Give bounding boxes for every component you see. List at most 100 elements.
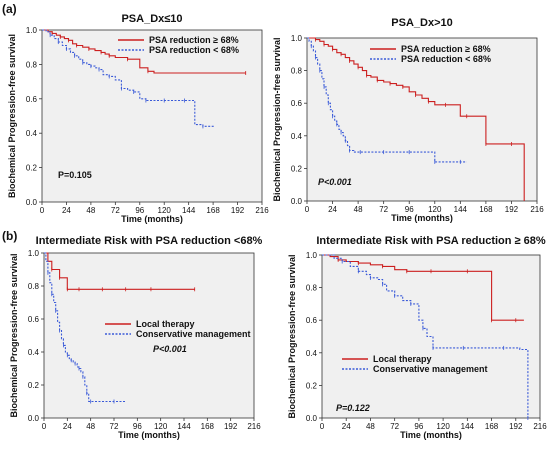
y-tick-label: 0.0 <box>291 197 303 206</box>
x-tick-label: 120 <box>428 205 442 214</box>
y-tick-label: 0.4 <box>306 349 318 358</box>
legend-label-1: PSA reduction ≥ 68% <box>149 35 239 45</box>
y-tick-label: 0.6 <box>306 316 318 325</box>
x-tick-label: 192 <box>509 422 523 431</box>
chart-1: PSA_Dx≤10 0 24 48 72 96 120 144 168 192 216 0.0 0.2 0… <box>7 13 269 224</box>
x-tick-label: 120 <box>154 422 168 431</box>
y-tick-label: 1.0 <box>26 26 38 35</box>
x-tick-label: 0 <box>305 205 310 214</box>
legend-label-1: Local therapy <box>136 319 195 329</box>
x-tick-label: 96 <box>405 205 414 214</box>
legend-label-1: Local therapy <box>373 354 432 364</box>
x-tick-label: 216 <box>247 422 261 431</box>
x-axis-label: Time (months) <box>118 430 180 440</box>
x-tick-label: 24 <box>62 206 71 215</box>
series-line-2 <box>42 29 216 127</box>
x-tick-label: 144 <box>177 422 191 431</box>
x-tick-label: 168 <box>479 205 493 214</box>
p-value-annotation: P=0.122 <box>336 403 370 413</box>
x-tick-label: 144 <box>182 206 196 215</box>
x-tick-label: 96 <box>133 422 142 431</box>
p-value-annotation: P=0.105 <box>58 170 92 180</box>
y-tick-label: 0.8 <box>28 282 40 291</box>
y-tick-label: 0.6 <box>291 99 303 108</box>
x-tick-label: 24 <box>328 205 337 214</box>
x-tick-label: 0 <box>42 422 47 431</box>
y-tick-label: 0.8 <box>26 60 38 69</box>
x-tick-label: 192 <box>231 206 245 215</box>
y-tick-label: 1.0 <box>291 34 303 43</box>
p-value-annotation: P<0.001 <box>153 344 187 354</box>
panel-label-a: (a) <box>2 2 17 16</box>
p-value-annotation: P<0.001 <box>318 177 352 187</box>
x-tick-label: 192 <box>224 422 238 431</box>
x-tick-label: 48 <box>86 422 95 431</box>
legend-label-2: PSA reduction < 68% <box>149 45 239 55</box>
panel-label-b: (b) <box>2 229 17 243</box>
y-axis-label: Biochemical Progression-free survival <box>7 34 17 198</box>
x-tick-label: 144 <box>461 422 475 431</box>
legend-label-2: Conservative management <box>136 329 251 339</box>
y-tick-label: 0.2 <box>26 164 38 173</box>
plot-area <box>43 252 255 419</box>
x-tick-label: 168 <box>201 422 215 431</box>
x-axis-label: Time (months) <box>400 430 462 440</box>
x-tick-label: 48 <box>366 422 375 431</box>
legend-label-2: PSA reduction < 68% <box>401 54 491 64</box>
y-tick-label: 0.0 <box>306 414 318 423</box>
x-tick-label: 0 <box>40 206 45 215</box>
chart-title: Intermediate Risk with PSA reduction ≥ 6… <box>316 235 546 247</box>
y-tick-label: 0.2 <box>28 381 40 390</box>
x-tick-label: 144 <box>454 205 468 214</box>
chart-3: Intermediate Risk with PSA reduction <68… <box>9 235 263 440</box>
x-tick-label: 24 <box>342 422 351 431</box>
x-tick-label: 192 <box>505 205 519 214</box>
x-tick-label: 96 <box>135 206 144 215</box>
y-tick-label: 1.0 <box>306 251 318 260</box>
chart-title: Intermediate Risk with PSA reduction <68… <box>36 235 263 247</box>
plot-area <box>41 29 263 203</box>
x-tick-label: 120 <box>158 206 172 215</box>
x-tick-label: 72 <box>110 422 119 431</box>
x-tick-label: 72 <box>111 206 120 215</box>
x-tick-label: 216 <box>530 205 544 214</box>
series-line-2 <box>44 252 126 403</box>
x-tick-label: 216 <box>533 422 547 431</box>
x-tick-label: 48 <box>86 206 95 215</box>
legend-label-2: Conservative management <box>373 364 488 374</box>
x-axis-label: Time (months) <box>391 213 453 223</box>
y-tick-label: 0.4 <box>26 129 38 138</box>
x-tick-label: 0 <box>320 422 325 431</box>
x-tick-label: 72 <box>379 205 388 214</box>
y-tick-label: 0.0 <box>26 198 38 207</box>
x-tick-label: 72 <box>390 422 399 431</box>
x-tick-label: 168 <box>206 206 220 215</box>
y-axis-label: Biochemical Progression-free survival <box>9 253 19 417</box>
x-axis-label: Time (months) <box>121 214 183 224</box>
chart-title: PSA_Dx>10 <box>391 17 452 29</box>
x-tick-label: 120 <box>436 422 450 431</box>
x-tick-label: 48 <box>354 205 363 214</box>
x-tick-label: 24 <box>63 422 72 431</box>
y-tick-label: 0.4 <box>28 348 40 357</box>
plot-area <box>306 37 538 202</box>
y-tick-label: 1.0 <box>28 249 40 258</box>
y-axis-label: Biochemical Progression-free survival <box>287 254 297 418</box>
series-line-2 <box>307 37 467 163</box>
y-tick-label: 0.6 <box>28 315 40 324</box>
x-tick-label: 168 <box>485 422 499 431</box>
y-tick-label: 0.8 <box>306 284 318 293</box>
y-axis-label: Biochemical Progression-free survival <box>272 37 282 201</box>
series-line-1 <box>322 254 524 321</box>
x-tick-label: 216 <box>255 206 269 215</box>
y-tick-label: 0.8 <box>291 67 303 76</box>
y-tick-label: 0.2 <box>291 164 303 173</box>
x-tick-label: 96 <box>414 422 423 431</box>
legend-label-1: PSA reduction ≥ 68% <box>401 44 491 54</box>
chart-2: PSA_Dx>10 0 24 48 72 96 120 144 168 192 216 0.0 0.2 0… <box>272 17 544 223</box>
y-tick-label: 0.4 <box>291 132 303 141</box>
y-tick-label: 0.2 <box>306 381 318 390</box>
chart-4: Intermediate Risk with PSA reduction ≥ 6… <box>287 235 547 440</box>
chart-title: PSA_Dx≤10 <box>121 13 182 25</box>
